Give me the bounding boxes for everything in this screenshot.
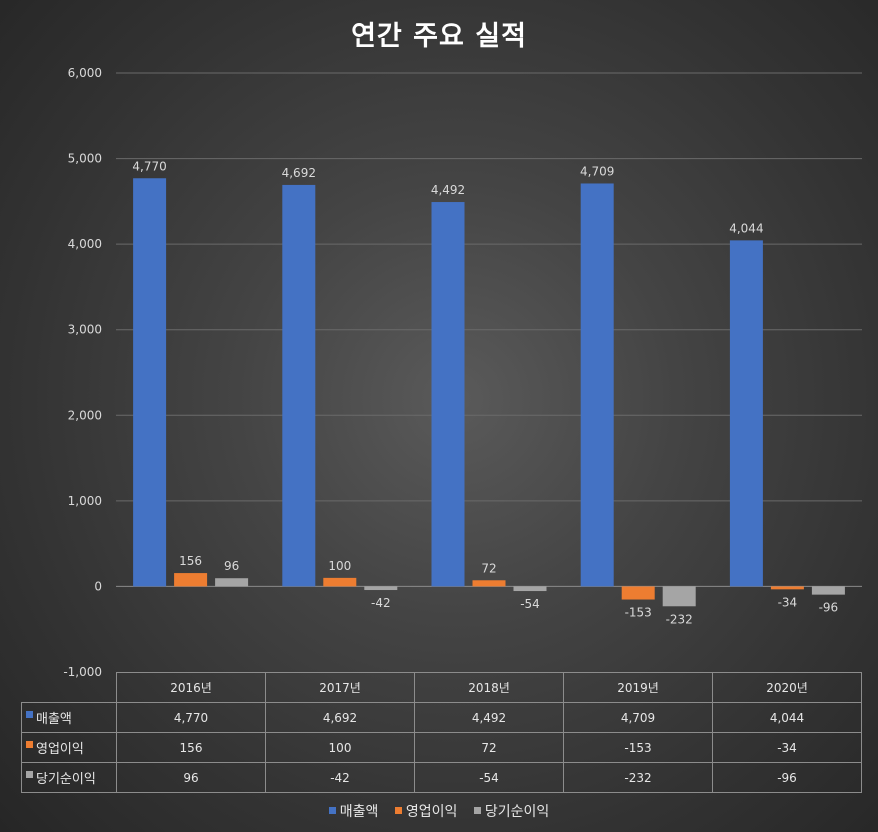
data-label: 72 <box>481 561 496 575</box>
bar-2-5 <box>770 586 804 590</box>
data-table-cell: -232 <box>563 762 713 793</box>
bar-1-3 <box>431 202 465 587</box>
data-table-corner <box>21 672 117 703</box>
data-table-category: 2017년 <box>265 672 415 703</box>
bar-2-1 <box>174 573 208 587</box>
legend-label: 영업이익 <box>405 804 458 820</box>
bar-2-3 <box>472 580 506 587</box>
legend-key-icon <box>26 771 33 778</box>
y-tick-label: 3,000 <box>68 323 102 337</box>
data-label: 156 <box>179 554 202 568</box>
data-table-cell: -54 <box>414 762 564 793</box>
data-table-cell: -96 <box>712 762 862 793</box>
bar-3-4 <box>662 586 696 607</box>
legend-item: 영업이익 <box>394 801 458 821</box>
data-table-cell: 4,709 <box>563 702 713 733</box>
data-label: -153 <box>625 606 652 620</box>
data-label: -96 <box>819 601 839 615</box>
legend-label: 당기순이익 <box>484 804 550 820</box>
data-label: 4,692 <box>282 166 316 180</box>
bar-3-5 <box>811 586 845 595</box>
legend: 매출액 영업이익 당기순이익 <box>0 801 878 821</box>
data-table-cell: -34 <box>712 732 862 763</box>
data-table-cell: -153 <box>563 732 713 763</box>
data-table-category: 2016년 <box>116 672 266 703</box>
data-table-cell: 100 <box>265 732 415 763</box>
series-name-label: 당기순이익 <box>36 772 96 787</box>
legend-key-icon <box>26 741 33 748</box>
data-table-category: 2019년 <box>563 672 713 703</box>
data-label: 4,044 <box>729 221 763 235</box>
data-table-header-row: 2016년 2017년 2018년 2019년 2020년 <box>21 672 862 703</box>
bar-2-4 <box>621 586 655 600</box>
data-table-row: 당기순이익 96 -42 -54 -232 -96 <box>21 762 862 793</box>
y-tick-label: 6,000 <box>68 66 102 80</box>
series-name-label: 영업이익 <box>36 742 84 757</box>
data-label: -54 <box>520 597 540 611</box>
bar-1-5 <box>729 240 763 587</box>
bar-3-2 <box>364 586 398 591</box>
data-label: 96 <box>224 559 239 573</box>
data-label: -42 <box>371 596 391 610</box>
data-table-category: 2018년 <box>414 672 564 703</box>
y-tick-label: 4,000 <box>68 237 102 251</box>
bars <box>133 178 845 607</box>
legend-swatch-icon <box>473 807 481 814</box>
bar-3-3 <box>513 586 547 592</box>
data-table-cell: 72 <box>414 732 564 763</box>
bar-1-4 <box>580 183 614 587</box>
legend-swatch-icon <box>394 807 402 814</box>
legend-item: 당기순이익 <box>473 801 550 821</box>
data-table-cell: 4,044 <box>712 702 862 733</box>
legend-key-icon <box>26 711 33 718</box>
data-label: 4,770 <box>132 159 166 173</box>
data-table: 2016년 2017년 2018년 2019년 2020년 매출액 4,770 … <box>21 672 862 793</box>
data-label: 100 <box>328 559 351 573</box>
y-tick-label: 0 <box>94 579 102 593</box>
data-table-series-name: 매출액 <box>21 702 117 733</box>
bar-1-2 <box>282 184 316 587</box>
series-name-label: 매출액 <box>36 712 72 727</box>
bar-2-2 <box>323 577 357 587</box>
data-table-cell: 4,692 <box>265 702 415 733</box>
data-table-cell: 4,492 <box>414 702 564 733</box>
data-label: -34 <box>778 595 798 609</box>
data-table-row: 매출액 4,770 4,692 4,492 4,709 4,044 <box>21 702 862 733</box>
y-tick-label: 2,000 <box>68 408 102 422</box>
gridlines <box>116 72 862 587</box>
legend-swatch-icon <box>328 807 336 814</box>
legend-label: 매출액 <box>339 804 379 820</box>
data-labels: 4,770 4,692 4,492 4,709 4,044 156 100 72 -153 -34… <box>132 159 838 626</box>
data-table-cell: 4,770 <box>116 702 266 733</box>
data-table-series-name: 당기순이익 <box>21 762 117 793</box>
data-table-cell: 156 <box>116 732 266 763</box>
legend-item: 매출액 <box>328 801 379 821</box>
y-tick-label: 1,000 <box>68 494 102 508</box>
data-table-series-name: 영업이익 <box>21 732 117 763</box>
data-table-cell: -42 <box>265 762 415 793</box>
data-table-row: 영업이익 156 100 72 -153 -34 <box>21 732 862 763</box>
bar-3-1 <box>215 578 249 587</box>
chart-title: 연간 주요 실적 <box>351 21 527 52</box>
y-tick-label: 5,000 <box>68 152 102 166</box>
bar-1-1 <box>133 178 167 587</box>
data-table-category: 2020년 <box>712 672 862 703</box>
data-table-cell: 96 <box>116 762 266 793</box>
data-label: 4,492 <box>431 183 465 197</box>
data-label: -232 <box>666 612 693 626</box>
data-label: 4,709 <box>580 164 614 178</box>
